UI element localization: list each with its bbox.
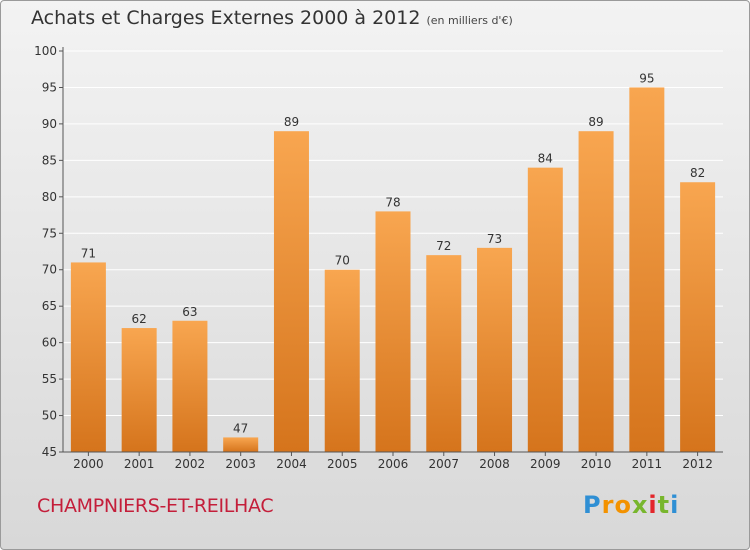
y-tick-label: 60 [42,336,57,350]
y-tick-label: 80 [42,190,57,204]
data-label: 47 [233,421,248,435]
data-label: 89 [284,115,299,129]
bar [680,182,716,452]
bar [70,262,106,452]
chart-title: Achats et Charges Externes 2000 à 2012 (e… [31,7,513,29]
logo-letter: r [601,491,615,519]
y-tick-label: 55 [42,372,57,386]
y-tick-label: 75 [42,226,57,240]
data-label: 72 [436,239,451,253]
logo-letter: o [614,491,632,519]
data-label: 84 [538,152,553,166]
proxiti-logo: Proxiti [583,491,679,519]
data-label: 95 [639,71,654,85]
x-tick-label: 2000 [73,457,104,471]
data-label: 89 [588,115,603,129]
y-tick-label: 70 [42,263,57,277]
data-label: 71 [81,246,96,260]
y-tick-label: 45 [42,445,57,459]
x-tick-label: 2010 [581,457,612,471]
data-label: 63 [182,305,197,319]
bar [375,211,411,452]
bar [426,255,462,452]
y-tick-label: 50 [42,409,57,423]
x-tick-label: 2005 [327,457,358,471]
title-unit: (en milliers d'€) [426,14,513,27]
x-tick-label: 2006 [378,457,409,471]
x-tick-label: 2003 [225,457,256,471]
logo-letter: t [657,491,671,519]
bar [324,269,360,452]
y-tick-label: 90 [42,117,57,131]
commune-name: CHAMPNIERS-ET-REILHAC [37,495,274,517]
x-tick-label: 2008 [479,457,510,471]
bar [578,131,614,452]
logo-letter: P [583,491,602,519]
bar [121,328,157,452]
y-tick-label: 65 [42,299,57,313]
bar [223,437,259,452]
axes: 45 50 55 60 65 70 75 80 85 90 95 100 2000 2001 2002 200… [34,44,723,471]
bar [477,247,513,452]
data-label: 78 [385,195,400,209]
bar [629,87,665,453]
data-label: 70 [335,254,350,268]
data-label: 62 [132,312,147,326]
x-tick-label: 2009 [530,457,561,471]
data-label: 73 [487,232,502,246]
x-tick-label: 2007 [428,457,459,471]
y-tick-label: 85 [42,153,57,167]
x-tick-label: 2011 [632,457,663,471]
logo-letter: i [648,491,658,519]
bar [527,167,563,452]
y-tick-label: 95 [42,80,57,94]
x-tick-label: 2012 [682,457,713,471]
title-text: Achats et Charges Externes 2000 à 2012 [31,7,421,29]
logo-letter: x [631,491,649,519]
bar [172,320,208,452]
bars: 71 62 63 47 89 70 78 72 73 84 89 95 82 [70,71,716,453]
data-label: 82 [690,166,705,180]
y-tick-label: 100 [34,44,57,58]
x-tick-label: 2001 [124,457,155,471]
bar [273,131,309,452]
x-tick-label: 2004 [276,457,307,471]
x-tick-label: 2002 [175,457,206,471]
logo-letter: i [670,491,680,519]
